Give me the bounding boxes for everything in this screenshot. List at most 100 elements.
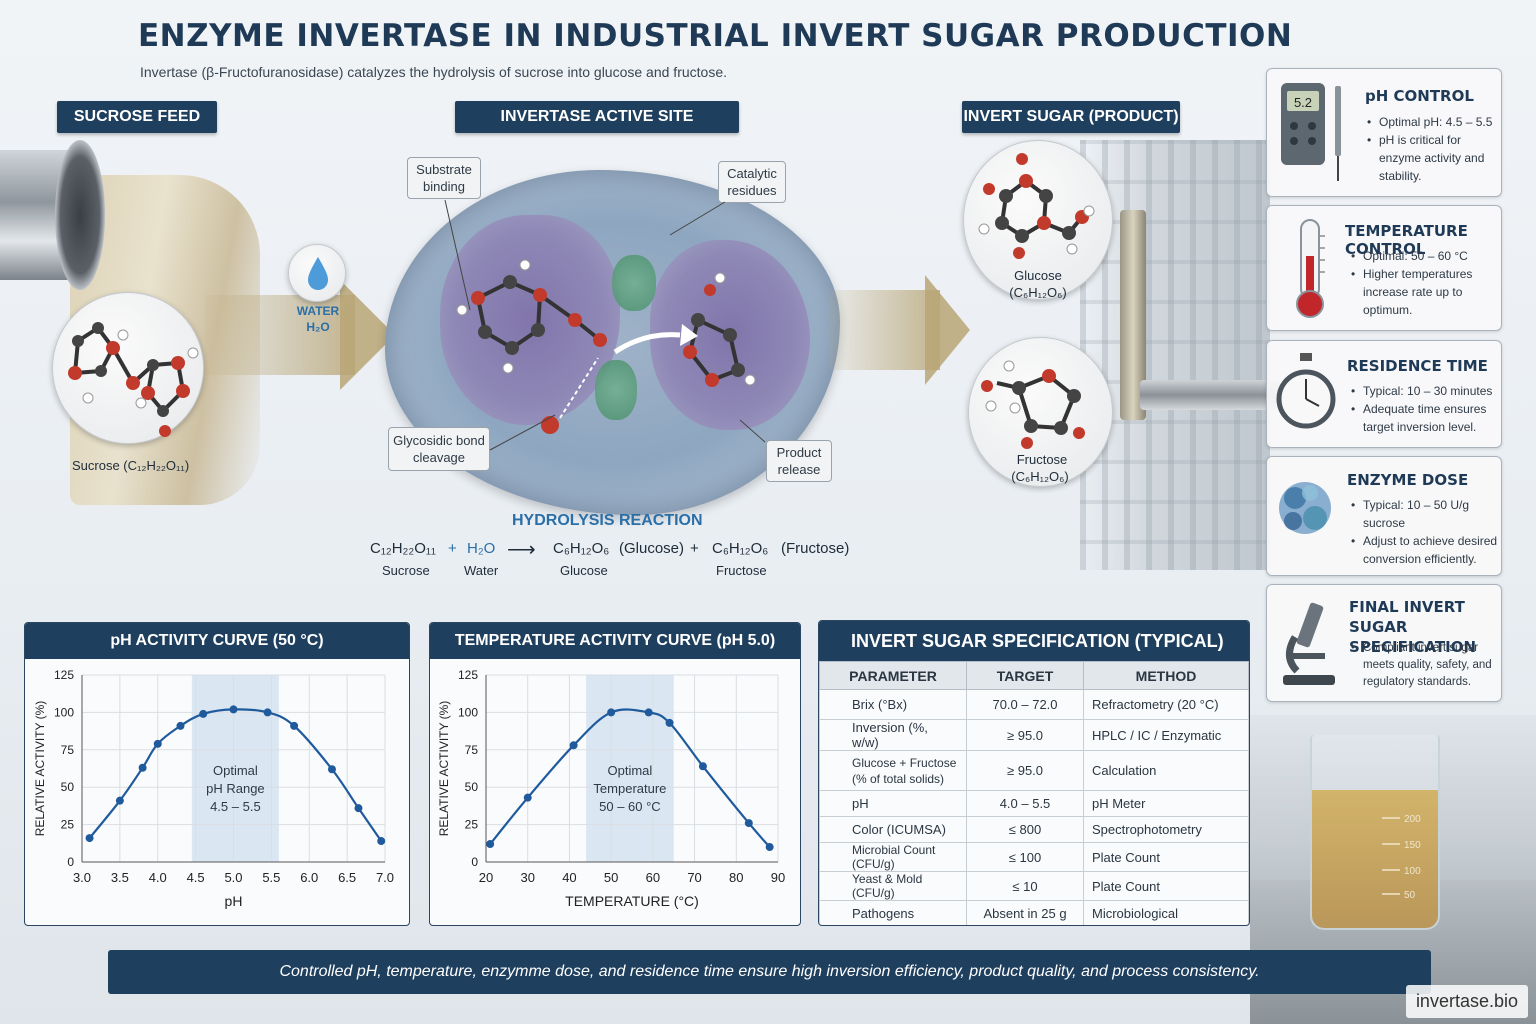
watermark: invertase.bio: [1405, 985, 1528, 1018]
sucrose-feed-badge: SUCROSE FEED: [57, 101, 217, 133]
cell-target: 4.0 – 5.5: [966, 790, 1084, 817]
panel-dose-bullet: Typical: 10 – 50 U/g sucrose: [1349, 496, 1499, 532]
eq-plus-2: +: [690, 540, 699, 557]
catalytic-residue-bottom: [595, 360, 637, 420]
cell-method: Calculation: [1083, 750, 1249, 791]
panel-residence-time: RESIDENCE TIME Typical: 10 – 30 minutes …: [1266, 340, 1502, 448]
water-formula: H₂O: [306, 320, 330, 334]
pipe-outlet: [55, 140, 105, 290]
y-tick-label: 100: [54, 705, 74, 719]
cell-parameter: Yeast & Mold (CFU/g): [819, 871, 967, 901]
y-tick-label: 0: [471, 855, 478, 869]
callout-leaders: [444, 199, 766, 451]
callout-product-release: Product release: [766, 440, 832, 482]
beaker: [1310, 735, 1440, 930]
x-tick-label: 4.5: [187, 870, 205, 885]
panel-ph-bullet: pH is critical for enzyme activity and s…: [1365, 131, 1495, 185]
y-tick-label: 75: [61, 743, 75, 757]
temp-chart-panel: TEMPERATURE ACTIVITY CURVE (pH 5.0) 20 30…: [429, 622, 801, 926]
enzyme-icon: [1279, 482, 1331, 534]
x-tick-label: 5.5: [262, 870, 280, 885]
glucose-structure-icon: [978, 153, 1095, 259]
ph-meter-display: 5.2: [1294, 95, 1312, 110]
data-point: [176, 721, 185, 730]
cell-target: 70.0 – 72.0: [966, 689, 1084, 720]
panel-final-bullet: Compliant invert sugar meets quality, sa…: [1349, 640, 1501, 691]
cell-method: pH Meter: [1083, 790, 1249, 817]
optimal-band-label: Optimal: [213, 763, 258, 778]
optimal-band-label: Optimal: [608, 763, 653, 778]
cell-method: Microbiological: [1083, 900, 1249, 925]
y-tick-label: 50: [61, 780, 75, 794]
cell-target: Absent in 25 g: [966, 900, 1084, 925]
cell-parameter: Pathogens: [819, 900, 967, 925]
ph-chart-title: pH ACTIVITY CURVE (50 °C): [25, 623, 409, 659]
eq-sucrose-formula: C₁₂H₂₂O₁₁: [370, 540, 436, 557]
temp-chart: 20 30 40 50 60 70 80 90 0 25 50 75 100 125 Optimal Temp…: [437, 668, 785, 909]
data-point: [229, 705, 238, 714]
footer-banner: Controlled pH, temperature, enzymme dose…: [108, 950, 1431, 994]
data-point: [523, 793, 532, 802]
glucose-molecule: [963, 140, 1113, 300]
table-row: Yeast & Mold (CFU/g) ≤ 10 Plate Count: [819, 871, 1249, 901]
data-point: [765, 843, 774, 852]
eq-plus-1: +: [448, 540, 457, 557]
temp-chart-title: TEMPERATURE ACTIVITY CURVE (pH 5.0): [430, 623, 800, 659]
spec-table-title: INVERT SUGAR SPECIFICATION (TYPICAL): [819, 621, 1249, 661]
data-point: [569, 741, 578, 750]
data-point: [644, 708, 653, 717]
cell-target: ≤ 10: [966, 871, 1084, 901]
optimal-band-label: pH Range: [206, 781, 265, 796]
optimal-band-label: 4.5 – 5.5: [210, 799, 261, 814]
fructose-formula: (C₆H₁₂O₆): [1011, 469, 1069, 484]
data-point: [199, 709, 208, 718]
eq-glucose-paren: (Glucose): [619, 540, 685, 557]
panel-ph-bullet: Optimal pH: 4.5 – 5.5: [1365, 113, 1495, 131]
panel-temp-bullet: Optimal: 50 – 60 °C: [1349, 247, 1499, 265]
spec-table: PARAMETER TARGET METHOD Brix (°Bx) 70.0 –…: [819, 661, 1249, 925]
panel-dose-bullet: Adjust to achieve desired conversion eff…: [1349, 532, 1499, 568]
x-axis-label: pH: [225, 893, 243, 909]
y-tick-label: 50: [465, 780, 479, 794]
col-target: TARGET: [966, 661, 1084, 690]
fructose-molecule: [968, 337, 1113, 487]
water-droplet: [288, 244, 346, 302]
data-point: [665, 718, 674, 727]
sucrose-label: Sucrose (C₁₂H₂₂O₁₁): [72, 458, 190, 473]
water-label: WATER: [296, 304, 340, 318]
catalytic-residue-top: [612, 255, 656, 311]
panel-ph-title: pH CONTROL: [1365, 87, 1474, 105]
fructose-name: Fructose: [1016, 452, 1068, 467]
data-point: [486, 840, 495, 849]
data-point: [607, 708, 616, 717]
cell-parameter: Inversion (%, w/w): [819, 719, 967, 751]
x-tick-label: 4.0: [149, 870, 167, 885]
y-tick-label: 25: [61, 818, 75, 832]
x-tick-label: 3.5: [111, 870, 129, 885]
eq-fructose-label: Fructose: [716, 563, 767, 578]
y-tick-label: 100: [458, 705, 478, 719]
y-tick-label: 125: [458, 668, 478, 682]
product-pipe-horizontal: [1140, 380, 1280, 410]
panel-ph-control: 5.2 pH CONTROL Optimal pH: 4.5 – 5.5 pH …: [1266, 68, 1502, 197]
cell-method: Plate Count: [1083, 842, 1249, 872]
invert-sugar-liquid: [1312, 790, 1438, 928]
data-point: [354, 804, 363, 813]
ph-chart: 3.0 3.5 4.0 4.5 5.0 5.5 6.0 6.5 7.0 0 25 50 75 100 125…: [33, 668, 394, 909]
sucrose-molecule: [52, 292, 204, 444]
x-tick-label: 7.0: [376, 870, 394, 885]
glucose-name: Glucose: [1014, 268, 1062, 283]
data-point: [153, 739, 162, 748]
active-site-badge: INVERTASE ACTIVE SITE: [455, 101, 739, 133]
data-point: [744, 819, 753, 828]
panel-time-bullet: Adequate time ensures target inversion l…: [1349, 400, 1499, 436]
x-tick-label: 6.5: [338, 870, 356, 885]
product-arrow-band: [830, 290, 940, 370]
product-arrow-head-icon: [925, 275, 970, 385]
eq-glucose-formula: C₆H₁₂O₆: [553, 540, 610, 557]
eq-arrow: ⟶: [507, 539, 536, 561]
y-axis-label: RELATIVE ACTIVITY (%): [437, 701, 451, 837]
data-point: [85, 834, 94, 843]
y-tick-label: 25: [465, 818, 479, 832]
eq-fructose-paren: (Fructose): [781, 540, 850, 557]
